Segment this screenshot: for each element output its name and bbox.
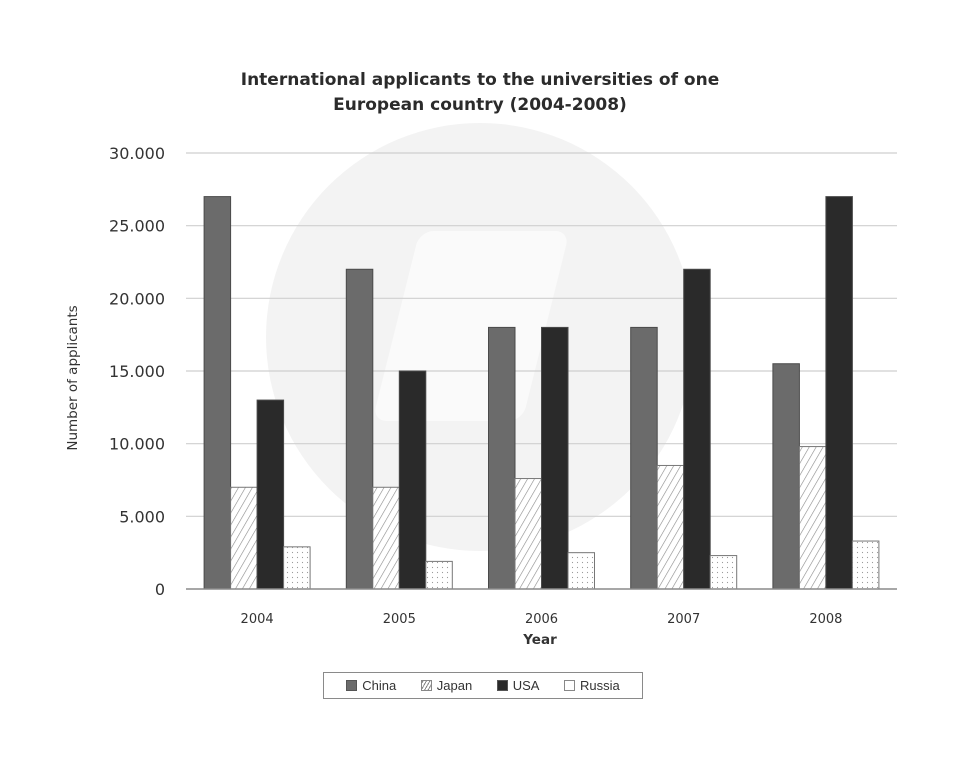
y-tick-label: 30.000 xyxy=(109,144,165,163)
x-tick-label: 2008 xyxy=(809,612,842,627)
legend-swatch-usa xyxy=(496,680,508,691)
x-axis-ticks: 2004 2005 2006 2007 2008 xyxy=(241,612,843,627)
chart-legend: China Japan USA Russia xyxy=(323,672,643,699)
x-tick-label: 2004 xyxy=(241,612,274,627)
chart-title-line-1: International applicants to the universi… xyxy=(240,70,720,90)
y-tick-label: 20.000 xyxy=(109,289,165,308)
x-tick-label: 2005 xyxy=(383,612,416,627)
bar-usa-2006 xyxy=(541,326,569,590)
y-tick-label: 25.000 xyxy=(109,217,165,236)
legend-swatch-japan xyxy=(420,680,432,691)
bar-japan-2007 xyxy=(656,464,685,590)
legend-label: Japan xyxy=(436,678,473,693)
bar-russia-2007 xyxy=(709,555,738,590)
bar-usa-2005 xyxy=(398,370,427,590)
bar-usa-2008 xyxy=(825,196,853,590)
y-tick-label: 0 xyxy=(155,580,165,599)
bar-china-2008 xyxy=(772,363,800,590)
y-tick-label: 10.000 xyxy=(109,435,165,454)
y-axis-ticks: 0 5.000 10.000 15.000 20.000 25.000 30.000 xyxy=(109,144,165,599)
bar-china-2006 xyxy=(488,326,516,590)
x-axis-title: Year xyxy=(522,632,557,648)
bar-russia-2005 xyxy=(425,560,453,590)
legend-swatch-russia xyxy=(563,680,575,691)
bar-japan-2008 xyxy=(798,446,827,590)
x-tick-label: 2007 xyxy=(667,612,700,627)
bar-russia-2006 xyxy=(567,552,595,590)
y-tick-label: 15.000 xyxy=(109,362,165,381)
y-tick-label: 5.000 xyxy=(119,507,165,526)
legend-label: USA xyxy=(512,678,540,693)
legend-item-china: China xyxy=(346,678,396,693)
bar-usa-2004 xyxy=(256,399,285,590)
legend-label: Russia xyxy=(579,678,620,693)
bar-russia-2008 xyxy=(851,540,880,590)
y-axis-title: Number of applicants xyxy=(65,305,81,450)
legend-swatch-china xyxy=(346,680,358,691)
bar-japan-2004 xyxy=(230,486,258,590)
legend-item-japan: Japan xyxy=(420,678,473,693)
x-tick-label: 2006 xyxy=(525,612,558,627)
bar-china-2005 xyxy=(345,268,374,590)
bar-usa-2007 xyxy=(683,268,711,590)
watermark-logo xyxy=(266,123,694,551)
legend-item-russia: Russia xyxy=(563,678,620,693)
bar-china-2007 xyxy=(630,326,658,590)
legend-item-usa: USA xyxy=(496,678,540,693)
bar-russia-2004 xyxy=(283,546,311,590)
bar-japan-2006 xyxy=(514,478,542,590)
chart-title: International applicants to the universi… xyxy=(0,68,960,118)
chart-title-line-2: European country (2004-2008) xyxy=(333,95,627,115)
bar-china-2004 xyxy=(203,196,232,590)
legend-label: China xyxy=(362,678,397,693)
bars xyxy=(203,196,880,590)
bar-japan-2005 xyxy=(372,486,400,590)
